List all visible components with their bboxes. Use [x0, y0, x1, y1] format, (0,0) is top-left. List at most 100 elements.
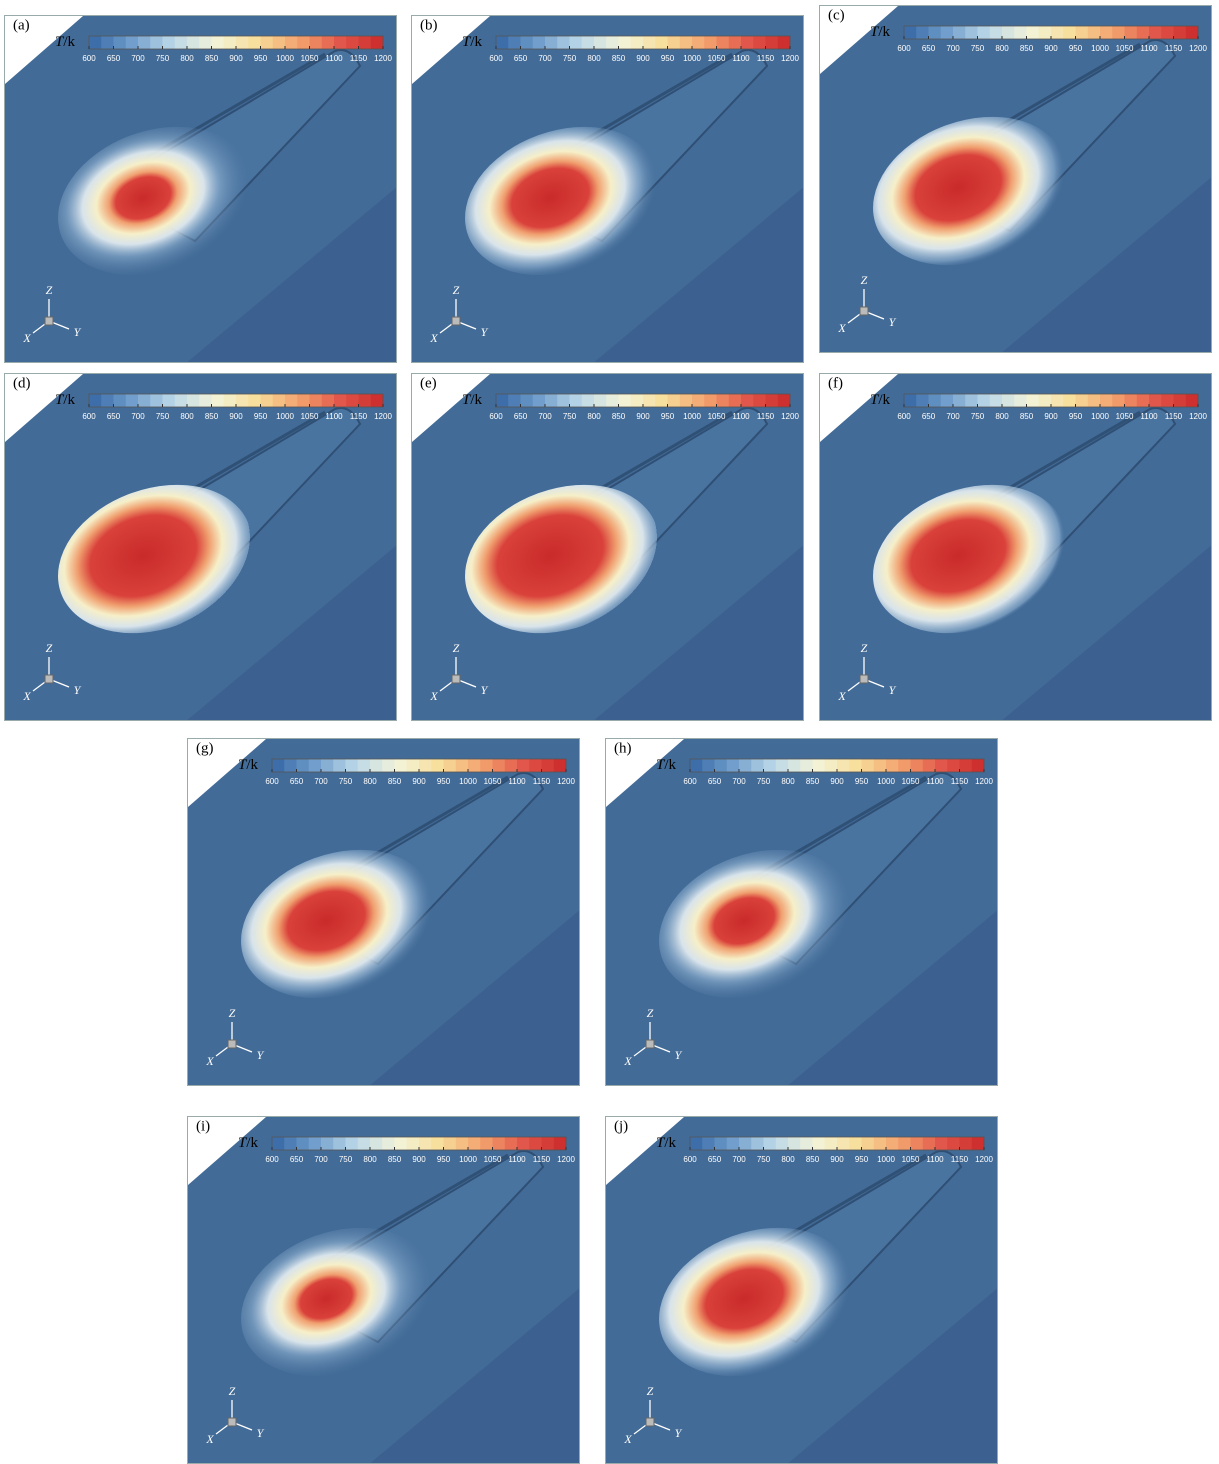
x-label: X [205, 1432, 214, 1446]
panel: (h)T/k6006507007508008509009501000105011… [605, 738, 998, 1086]
colorbar-band [570, 36, 583, 49]
colorbar-tick-label: 1050 [1116, 44, 1134, 53]
colorbar-band [776, 759, 789, 772]
x-label: X [429, 689, 438, 703]
colorbar-unit: /k [470, 392, 482, 408]
colorbar-tick-label: 1150 [533, 777, 551, 786]
colorbar-tick-label: 700 [538, 54, 552, 63]
colorbar-band [1027, 26, 1040, 39]
colorbar-band [508, 36, 521, 49]
colorbar-band [1039, 26, 1052, 39]
colorbar-band [284, 759, 297, 772]
colorbar-band [753, 394, 766, 407]
colorbar-tick-label: 1000 [683, 412, 701, 421]
colorbar-band [849, 759, 862, 772]
colorbar-band [236, 394, 249, 407]
colorbar-band [273, 394, 286, 407]
colorbar-tick-label: 650 [290, 777, 304, 786]
x-label: X [837, 321, 846, 335]
colorbar-band [309, 759, 322, 772]
colorbar-tick-label: 600 [897, 412, 911, 421]
colorbar-band [150, 394, 163, 407]
z-label: Z [861, 641, 868, 655]
colorbar-band [533, 394, 546, 407]
colorbar-band [727, 759, 740, 772]
colorbar-band [965, 394, 978, 407]
colorbar-band [643, 36, 656, 49]
panel-label: (g) [196, 740, 214, 756]
triad-cube [452, 317, 460, 325]
colorbar-band [1100, 394, 1113, 407]
colorbar-band [346, 759, 359, 772]
colorbar-tick-label: 1150 [951, 777, 969, 786]
colorbar-band [419, 1137, 432, 1150]
colorbar-tick-label: 900 [636, 54, 650, 63]
colorbar-band [692, 36, 705, 49]
colorbar-band [911, 1137, 924, 1150]
colorbar-tick-label: 1200 [557, 777, 575, 786]
colorbar-unit: /k [664, 1135, 676, 1151]
colorbar-band [114, 36, 127, 49]
colorbar-band [236, 36, 249, 49]
colorbar-title: T/k [656, 757, 677, 773]
colorbar-band [545, 36, 558, 49]
colorbar-unit: /k [664, 757, 676, 773]
colorbar-band [1112, 26, 1125, 39]
colorbar-tick-label: 600 [82, 412, 96, 421]
colorbar-band [1002, 26, 1015, 39]
colorbar-band [862, 759, 875, 772]
colorbar-band [517, 759, 530, 772]
z-label: Z [861, 273, 868, 287]
colorbar-band [1051, 394, 1064, 407]
colorbar-band [309, 1137, 322, 1150]
colorbar-tick-label: 1200 [975, 1155, 993, 1164]
colorbar-tick-label: 650 [107, 54, 121, 63]
colorbar-band [929, 394, 942, 407]
colorbar-tick-label: 1050 [301, 54, 319, 63]
panel-label: (a) [13, 17, 30, 33]
colorbar-band [643, 394, 656, 407]
colorbar-band [371, 394, 384, 407]
colorbar-tick-label: 800 [587, 412, 601, 421]
colorbar-band [594, 394, 607, 407]
colorbar-unit: /k [63, 34, 75, 50]
colorbar-title: T/k [870, 24, 891, 40]
colorbar-band [978, 26, 991, 39]
colorbar-tick-label: 650 [922, 44, 936, 53]
colorbar-title: T/k [238, 1135, 259, 1151]
colorbar-band [212, 394, 225, 407]
triad-cube [646, 1418, 654, 1426]
colorbar-tick-label: 1150 [951, 1155, 969, 1164]
panel-label: (h) [614, 740, 632, 756]
colorbar-band [1125, 394, 1138, 407]
colorbar-tick-label: 850 [806, 777, 820, 786]
colorbar-band [101, 394, 114, 407]
colorbar-tick-label: 1050 [902, 777, 920, 786]
colorbar-band [224, 394, 237, 407]
colorbar-band [163, 394, 176, 407]
colorbar-tick-label: 1100 [926, 777, 944, 786]
colorbar-band [126, 36, 139, 49]
colorbar-band [175, 394, 188, 407]
x-label: X [205, 1054, 214, 1068]
colorbar-band [212, 36, 225, 49]
colorbar-tick-label: 1050 [484, 777, 502, 786]
colorbar-tick-label: 800 [781, 1155, 795, 1164]
colorbar-tick-label: 800 [180, 54, 194, 63]
triad-cube [45, 675, 53, 683]
colorbar-band [1063, 394, 1076, 407]
panel-image: (g)T/k6006507007508008509009501000105011… [188, 739, 580, 1086]
colorbar-tick-label: 900 [229, 54, 243, 63]
colorbar-band [333, 1137, 346, 1150]
colorbar-band [766, 394, 779, 407]
colorbar-band [1174, 394, 1187, 407]
panel-label: (i) [196, 1118, 210, 1134]
colorbar-tick-label: 1150 [1165, 412, 1183, 421]
panel: (j)T/k6006507007508008509009501000105011… [605, 1116, 998, 1464]
colorbar-band [248, 36, 261, 49]
colorbar-band [727, 1137, 740, 1150]
